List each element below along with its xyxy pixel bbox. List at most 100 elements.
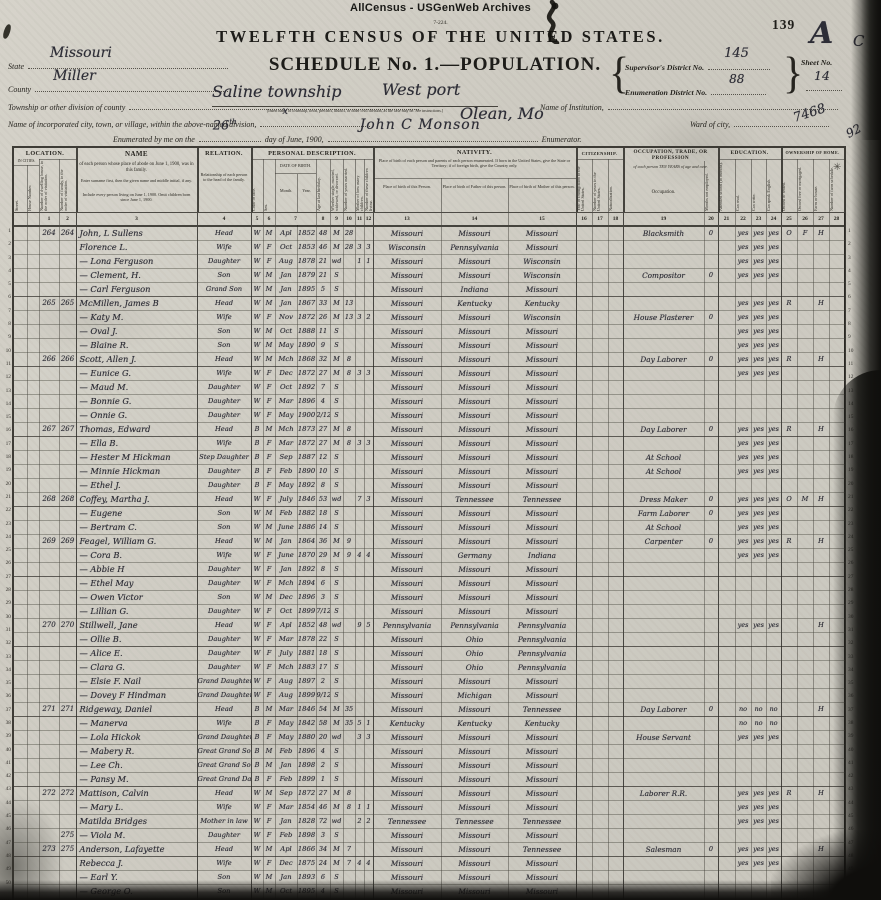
cell-ym: [343, 828, 356, 843]
cell-sex: F: [263, 618, 276, 633]
cell-mar: S: [330, 464, 344, 479]
cell-pb: Missouri: [373, 688, 442, 703]
cell-sex: M: [263, 786, 276, 801]
cell-name: — Bonnie G.: [76, 394, 198, 409]
ink-blot: [546, 0, 560, 44]
cell-by: 1896: [297, 744, 317, 759]
cell-fre: F: [797, 226, 814, 241]
cell-occ: [623, 772, 705, 787]
cell-rel: Wife: [197, 856, 252, 871]
col-num-dw: 1: [39, 213, 60, 227]
cell-mo: 3: [355, 366, 365, 381]
line-number: 36: [5, 693, 11, 700]
cell-fh: [813, 660, 830, 675]
cell-fh: [813, 338, 830, 353]
cell-hn: [27, 576, 40, 591]
cell-rel: Great Grand Son: [197, 758, 252, 773]
cell-cl: 3: [364, 240, 374, 255]
table-row: — Mabery R. Great Grand Son B M Feb 1896 4 S Mis…: [14, 744, 845, 759]
cell-st: [14, 338, 28, 353]
cell-age: 27: [316, 436, 331, 451]
line-number: 49: [5, 866, 11, 873]
cell-age: 12: [316, 450, 331, 465]
cell-ym: [343, 660, 356, 675]
cell-fre: [797, 646, 814, 661]
cell-wr: yes: [751, 450, 767, 465]
cell-pb: Missouri: [373, 324, 442, 339]
sheet-value: 14: [814, 68, 830, 83]
cell-age: 27: [316, 786, 331, 801]
table-row: 268 268 Coffey, Martha J. Head W F July 1846 53 w…: [14, 492, 845, 507]
line-number: 24: [5, 533, 11, 540]
cell-age: 2: [316, 674, 331, 689]
cell-name: Stillwell, Jane: [76, 618, 198, 633]
cell-na: [608, 674, 624, 689]
table-row: — Katy M. Wife W F Nov 1872 26 M 13 3 2 Missouri Mis…: [14, 310, 845, 325]
cell-rd: yes: [735, 226, 752, 241]
cell-sex: M: [263, 520, 276, 535]
cell-age: 21: [316, 268, 331, 283]
cell-sch: [718, 324, 736, 339]
cell-age: 4: [316, 394, 331, 409]
group-name-title: NAME: [125, 150, 148, 158]
cell-sex: M: [263, 758, 276, 773]
line-numbers-left: 1 2 3 4 5 6 7 8 9 10 11 12 13 14 15 16 17 18 19 20 21 22 23 24 2…: [3, 225, 11, 890]
cell-cl: [364, 282, 374, 297]
cell-name: — Lee Ch.: [76, 758, 198, 773]
table-row: Matilda Bridges Mother in law W F Jan 1828 72 w…: [14, 814, 845, 829]
cell-sch: [718, 814, 736, 829]
cell-pf: Missouri: [441, 408, 509, 423]
cell-ym: [343, 492, 356, 507]
cell-mne: [704, 436, 719, 451]
cell-wr: yes: [751, 254, 767, 269]
cell-col: W: [251, 856, 264, 871]
cell-fre: [797, 660, 814, 675]
enumerated-label-1: Enumerated by me on the: [113, 135, 195, 144]
cell-age: 26: [316, 310, 331, 325]
cell-rd: [735, 282, 752, 297]
col-num-wr: 23: [751, 213, 767, 227]
cell-mar: M: [330, 296, 344, 311]
cell-wr: yes: [751, 814, 767, 829]
cell-fm: [59, 674, 77, 689]
cell-wr: [751, 632, 767, 647]
cell-sex: F: [263, 548, 276, 563]
cell-sex: F: [263, 450, 276, 465]
cell-own: [781, 338, 798, 353]
cell-age: 2: [316, 758, 331, 773]
header-divider: [813, 159, 814, 212]
cell-fh: [813, 254, 830, 269]
cell-fre: [797, 562, 814, 577]
cell-pb: Wisconsin: [373, 240, 442, 255]
cell-own: [781, 646, 798, 661]
cell-pm: Tennessee: [508, 702, 577, 717]
cell-na: [608, 268, 624, 283]
cell-wr: no: [751, 702, 767, 717]
cell-own: [781, 450, 798, 465]
cell-mo: 1: [355, 254, 365, 269]
cell-st: [14, 730, 28, 745]
state-label: State: [8, 62, 24, 71]
cell-bm: Mch: [275, 352, 298, 367]
cell-st: [14, 674, 28, 689]
cell-sex: F: [263, 716, 276, 731]
cell-na: [608, 408, 624, 423]
cell-fm: [59, 282, 77, 297]
cell-mar: S: [330, 506, 344, 521]
cell-mo: [355, 380, 365, 395]
cell-bm: Mch: [275, 576, 298, 591]
cell-mne: [704, 576, 719, 591]
cell-mne: [704, 394, 719, 409]
cell-occ: [623, 380, 705, 395]
table-row: — Manerva Wife B F May 1842 58 M 35 5 1 Kentucky Ken…: [14, 716, 845, 731]
cell-cl: [364, 562, 374, 577]
cell-na: [608, 660, 624, 675]
cell-yu: [592, 450, 609, 465]
cell-fh: [813, 520, 830, 535]
cell-mar: M: [330, 800, 344, 815]
cell-bm: Oct: [275, 604, 298, 619]
col-label-en: Can speak English.: [767, 178, 771, 211]
cell-sch: [718, 338, 736, 353]
group-divider: [197, 148, 199, 212]
cell-fh: [813, 814, 830, 829]
